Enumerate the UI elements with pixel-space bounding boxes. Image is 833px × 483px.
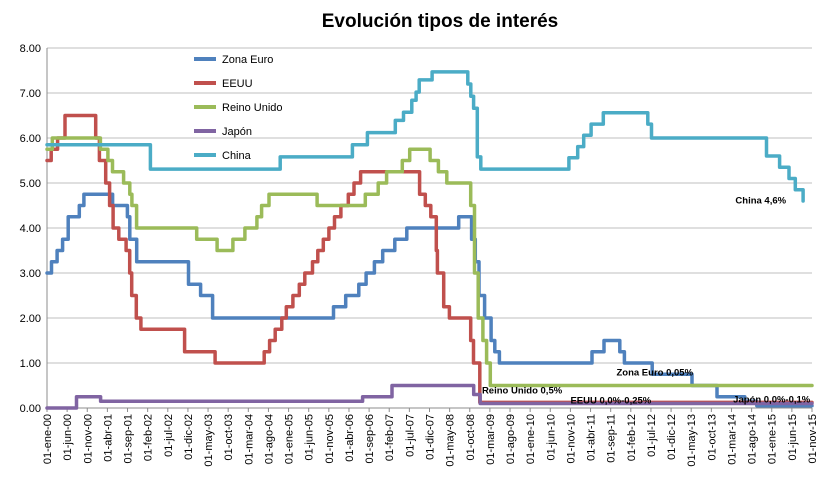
legend-label: Reino Unido	[222, 102, 283, 114]
chart-title: Evolución tipos de interés	[322, 11, 559, 32]
legend-label: Zona Euro	[222, 54, 273, 66]
legend-label: China	[222, 150, 252, 162]
y-tick-label: 8.00	[20, 43, 41, 55]
series-lines	[45, 70, 814, 410]
series-line-reino-unido	[45, 136, 814, 388]
x-tick-label: 01-jun-10	[545, 414, 557, 460]
y-tick-label: 2.00	[20, 313, 41, 325]
series-line-eeuu	[45, 113, 814, 405]
x-tick-label: 01-sep-06	[364, 414, 376, 464]
x-tick-label: 01-oct-08	[465, 414, 477, 460]
x-tick-label: 01-oct-13	[706, 414, 718, 460]
y-tick-label: 0.00	[20, 403, 41, 415]
x-tick-label: 01-nov-00	[82, 414, 94, 464]
x-tick-label: 01-feb-02	[143, 414, 155, 461]
x-tick-label: 01-abr-06	[344, 414, 356, 462]
x-tick-label: 01-ago-04	[263, 414, 275, 464]
x-tick-label: 01-jul-07	[404, 414, 416, 457]
x-tick-label: 01-mar-04	[243, 414, 255, 465]
x-tick-label: 01-ene-05	[284, 414, 296, 464]
x-tick-label: 01-nov-05	[324, 414, 336, 464]
x-tick-label: 01-ene-15	[767, 414, 779, 464]
annotations: China 4,6% Zona Euro 0,05% Reino Unido 0,5…	[482, 195, 811, 406]
x-tick-label: 01-abr-01	[102, 414, 114, 462]
legend-label: EEUU	[222, 78, 253, 90]
x-tick-label: 01-jul-12	[646, 414, 658, 457]
x-tick-label: 01-feb-12	[626, 414, 638, 461]
x-tick-label: 01-dic-02	[183, 414, 195, 460]
x-tick-label: 01-abr-11	[586, 414, 598, 461]
x-tick-label: 01-dic-12	[666, 414, 678, 460]
x-tick-label: 01-mar-09	[485, 414, 497, 465]
annotation-label: China 4,6%	[735, 195, 786, 206]
x-tick-label: 01-may-13	[686, 414, 698, 467]
x-tick-label: 01-nov-10	[565, 414, 577, 464]
annotation-label: Zona Euro 0,05%	[616, 368, 693, 379]
y-tick-label: 3.00	[20, 268, 41, 280]
y-tick-label: 5.00	[20, 178, 41, 190]
annotation-label: EEUU 0,0%-0,25%	[570, 396, 651, 407]
series-line-china	[45, 70, 805, 203]
series-line-zona-euro	[45, 192, 814, 408]
x-tick-label: 01-nov-15	[807, 414, 819, 464]
x-tick-label: 01-ago-14	[747, 414, 759, 464]
axes: 0.00 1.00 2.00 3.00 4.00 5.00 6.00 7.00 8.00 01-e…	[20, 43, 819, 467]
legend-label: Japón	[222, 126, 252, 138]
x-tick-label: 01-sep-01	[123, 414, 135, 464]
y-tick-label: 1.00	[20, 358, 41, 370]
x-tick-label: 01-may-03	[203, 414, 215, 467]
x-tick-label: 01-feb-07	[384, 414, 396, 461]
x-tick-label: 01-sep-11	[606, 414, 618, 463]
x-tick-label: 01-jun-15	[787, 414, 799, 460]
x-tick-label: 01-jul-02	[163, 414, 175, 457]
x-tick-label: 01-ago-09	[505, 414, 517, 464]
y-tick-label: 4.00	[20, 223, 41, 235]
x-tick-label: 01-ene-10	[525, 414, 537, 464]
annotation-label: Japón 0,0%-0,1%	[733, 395, 811, 406]
y-tick-label: 6.00	[20, 133, 41, 145]
x-tick-label: 01-may-08	[445, 414, 457, 467]
x-tick-label: 01-mar-14	[726, 414, 738, 465]
x-tick-label: 01-dic-07	[425, 414, 437, 460]
legend: Zona Euro EEUU Reino Unido Japón China	[194, 54, 283, 162]
x-tick-label: 01-ene-00	[42, 414, 54, 464]
x-tick-label: 01-jun-05	[304, 414, 316, 460]
y-tick-label: 7.00	[20, 88, 41, 100]
series-line-japón	[45, 383, 814, 410]
x-tick-label: 01-oct-03	[223, 414, 235, 460]
annotation-label: Reino Unido 0,5%	[482, 386, 563, 397]
x-tick-label: 01-jun-00	[62, 414, 74, 460]
